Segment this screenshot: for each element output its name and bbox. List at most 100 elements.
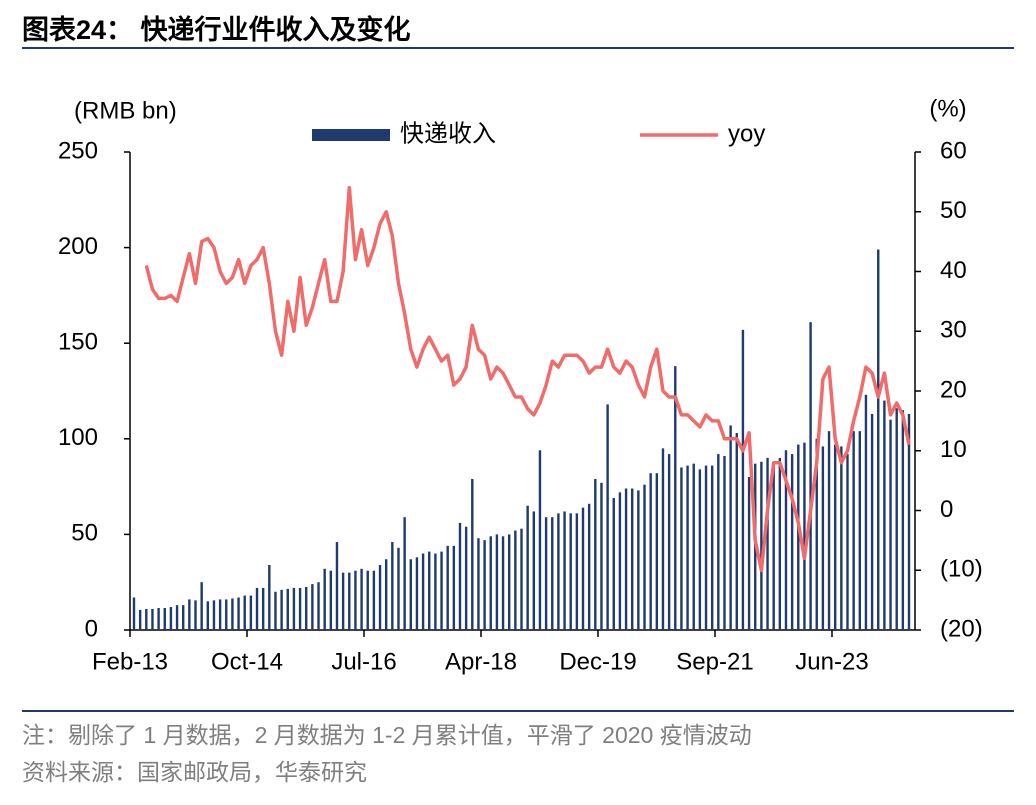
note: 注：剔除了 1 月数据，2 月数据为 1-2 月累计值，平滑了 2020 疫情波… — [22, 722, 752, 748]
bar — [612, 498, 615, 630]
y-tick-label: 150 — [58, 329, 98, 356]
bar — [661, 448, 665, 630]
bar — [606, 404, 609, 630]
bar — [348, 572, 351, 630]
y2-tick-label: 60 — [940, 137, 967, 164]
bar — [870, 413, 874, 630]
bar — [723, 456, 726, 630]
bar — [335, 542, 339, 630]
bar — [421, 553, 425, 630]
bar — [520, 528, 523, 630]
bar — [501, 536, 505, 630]
bar — [452, 545, 456, 630]
bar — [311, 584, 314, 630]
bar — [624, 488, 628, 630]
bar — [858, 431, 861, 630]
bar — [261, 587, 265, 630]
bar — [298, 587, 302, 630]
bar — [378, 564, 382, 630]
bar — [138, 609, 142, 630]
bar — [440, 551, 443, 630]
bar — [674, 366, 677, 630]
title-rule — [22, 47, 1014, 49]
y2-axis-label: (%) — [929, 95, 966, 122]
y2-tick-label: (20) — [940, 615, 983, 642]
y-axis-label: (RMB bn) — [74, 97, 177, 124]
bar — [594, 478, 597, 630]
bar — [360, 568, 363, 630]
bar — [600, 482, 603, 630]
bar — [643, 484, 646, 630]
bar — [483, 540, 486, 630]
bar — [163, 608, 166, 630]
bar — [391, 542, 394, 630]
bar — [790, 454, 794, 630]
bar — [833, 444, 837, 630]
bar — [280, 589, 283, 630]
bar — [384, 559, 388, 630]
bar — [218, 599, 222, 630]
bar — [182, 605, 185, 630]
bar — [557, 513, 560, 630]
bar — [323, 568, 326, 630]
bar — [255, 587, 259, 630]
bar — [477, 538, 480, 630]
bar — [225, 599, 228, 630]
bar — [507, 534, 511, 630]
y2-tick-label: 30 — [940, 317, 967, 344]
bar — [735, 433, 738, 630]
bar — [495, 534, 499, 630]
legend-label: yoy — [728, 120, 765, 147]
bar — [305, 586, 308, 630]
bar — [864, 394, 868, 630]
bar — [145, 608, 148, 630]
x-tick-label: Dec-19 — [559, 648, 636, 675]
x-tick-label: Oct-14 — [211, 648, 283, 675]
bar — [889, 419, 892, 630]
bar — [532, 511, 536, 630]
bar — [188, 599, 191, 630]
bar — [397, 547, 400, 630]
bar — [883, 400, 886, 630]
bar — [766, 457, 769, 630]
y-tick-label: 100 — [58, 424, 98, 451]
bar — [243, 595, 246, 630]
x-tick-label: Jun-23 — [795, 648, 868, 675]
bar — [760, 461, 763, 630]
legend-swatch — [312, 129, 390, 141]
bar — [809, 322, 812, 630]
y-tick-label: 200 — [58, 233, 98, 260]
bar — [840, 446, 843, 630]
x-tick-label: Apr-18 — [445, 648, 517, 675]
y2-tick-label: 40 — [940, 257, 967, 284]
bar — [772, 461, 775, 630]
bar — [366, 570, 369, 630]
bar — [827, 431, 831, 630]
bar — [175, 605, 179, 630]
bar — [901, 410, 905, 630]
bar — [563, 511, 566, 630]
bar — [212, 600, 216, 630]
bar — [655, 473, 659, 630]
bar — [471, 478, 474, 630]
bar — [575, 513, 579, 630]
y2-tick-label: 20 — [940, 376, 967, 403]
bar — [704, 465, 708, 630]
bar — [206, 601, 210, 630]
bar — [581, 507, 585, 630]
bar — [587, 503, 591, 630]
y2-tick-label: 50 — [940, 197, 967, 224]
source: 资料来源：国家邮政局，华泰研究 — [22, 759, 367, 785]
bar — [710, 465, 714, 630]
bar — [538, 450, 542, 630]
bar — [317, 582, 320, 630]
bar — [194, 600, 197, 630]
bar — [157, 608, 160, 630]
x-tick-label: Sep-21 — [676, 648, 753, 675]
x-tick-label: Feb-13 — [92, 648, 168, 675]
chart-title: 图表24： 快递行业件收入及变化 — [22, 14, 411, 45]
bar — [231, 598, 234, 630]
bar — [403, 517, 406, 630]
bar — [329, 570, 333, 630]
